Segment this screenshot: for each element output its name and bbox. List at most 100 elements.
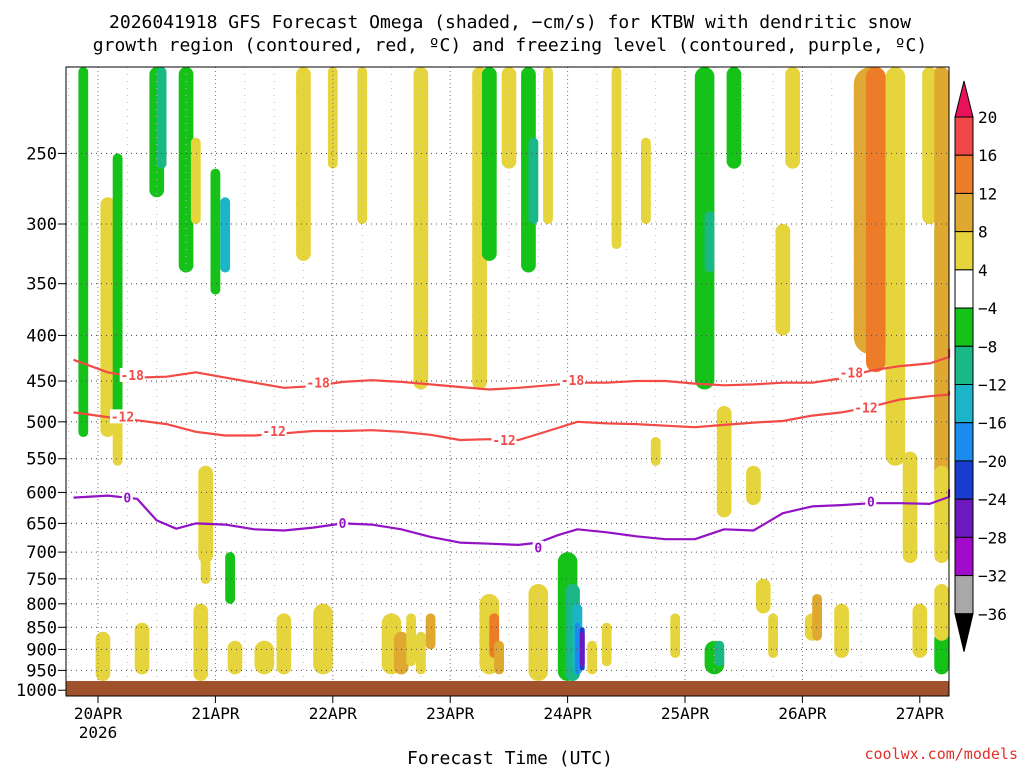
omega-cell-57 (746, 465, 761, 506)
x-year-label: 2026 (79, 723, 118, 742)
contour-label-1-1: -12 (262, 425, 285, 440)
contour-label-bg-1-2 (491, 432, 517, 447)
colorbar-segment-5 (954, 269, 974, 309)
x-axis: 20APR 21APR 22APR 23APR 24APR 25APR 26APR 27APR (74, 696, 944, 723)
omega-cell-5 (112, 153, 123, 422)
colorbar-label-13: −36 (978, 605, 1007, 624)
omega-cell-63 (812, 594, 822, 641)
grid-lines (66, 67, 949, 696)
y-tick-label-10: 750 (26, 570, 57, 590)
contour-label-2-0: 0 (123, 492, 131, 507)
colorbar-bottom-arrow (954, 613, 974, 652)
y-tick-label-2: 350 (26, 275, 57, 295)
y-tick-label-5: 500 (26, 413, 57, 433)
omega-cell-14 (220, 197, 231, 273)
omega-cell-78 (934, 67, 949, 493)
contour-label-0-0: -18 (120, 369, 144, 384)
contour-label-2-2: 0 (534, 542, 542, 557)
omega-cell-7 (156, 67, 167, 169)
omega-cell-49 (650, 437, 661, 466)
omega-cell-36 (528, 137, 539, 224)
y-tick-label-1: 300 (26, 215, 57, 235)
omega-cell-60 (775, 224, 791, 336)
omega-cell-17 (254, 640, 275, 675)
omega-cell-56 (726, 67, 742, 169)
colorbar-label-2: 12 (978, 184, 997, 203)
omega-shading (78, 67, 949, 681)
contour-label-1-3: -12 (854, 402, 877, 417)
contour-label-2-1: 0 (339, 517, 347, 532)
contour-label-bg-0-0 (119, 367, 145, 382)
y-tick-label-11: 800 (26, 595, 57, 615)
chart-title-line2: growth region (contoured, red, ºC) and f… (93, 35, 927, 56)
omega-cell-33 (494, 640, 504, 675)
x-tick-label-1: 21APR (191, 704, 240, 723)
omega-cell-11 (193, 603, 209, 681)
omega-cell-75 (934, 584, 949, 641)
x-tick-label-4: 24APR (544, 704, 593, 723)
omega-cell-15 (225, 552, 235, 604)
omega-cell-19 (296, 67, 311, 261)
colorbar-segment-9 (954, 422, 974, 462)
plot-area: -18 -18 -18 -18 -12 -12 -12 -12 0 0 0 0 (65, 66, 951, 697)
colorbar-label-9: −20 (978, 452, 1007, 471)
contour-line-1 (73, 391, 951, 442)
colorbar-segment-12 (954, 536, 974, 577)
ground-surface (66, 681, 949, 696)
colorbar-label-12: −32 (978, 567, 1007, 586)
contour-label-bg-0-3 (838, 365, 864, 380)
colorbar-label-1: 16 (978, 146, 997, 165)
contour-label-bg-0-2 (559, 373, 585, 388)
y-tick-label-9: 700 (26, 543, 57, 563)
colorbar-segment-2 (954, 154, 974, 194)
temperature-contours: -18 -18 -18 -18 -12 -12 -12 -12 0 0 0 0 (73, 348, 951, 557)
omega-cell-50 (670, 613, 681, 658)
omega-cell-42 (574, 622, 580, 675)
x-tick-label-7: 27APR (896, 704, 945, 723)
omega-cell-48 (641, 137, 651, 224)
colorbar-label-8: −16 (978, 414, 1007, 433)
y-tick-label-4: 450 (26, 372, 57, 392)
contour-label-bg-1-1 (261, 424, 287, 439)
contour-label-0-2: -18 (561, 374, 585, 389)
contour-label-bg-2-3 (865, 494, 877, 509)
colorbar-label-10: −24 (978, 490, 1007, 509)
colorbar-segment-1 (954, 116, 974, 156)
contour-label-bg-2-1 (337, 515, 349, 530)
y-tick-label-13: 900 (26, 640, 57, 660)
x-axis-label: Forecast Time (UTC) (407, 748, 613, 768)
colorbar-segment-11 (954, 498, 974, 538)
y-axis: 2503003504004505005506006507007508008509… (16, 144, 66, 701)
colorbar-segment-10 (954, 460, 974, 500)
omega-cell-55 (716, 406, 732, 518)
x-tick-label-6: 26APR (778, 704, 827, 723)
colorbar-label-6: −8 (978, 337, 997, 356)
y-tick-label-15: 1000 (16, 681, 57, 701)
omega-cell-28 (425, 613, 436, 650)
omega-cell-3 (134, 622, 150, 675)
omega-cell-0 (100, 197, 116, 437)
omega-cell-69 (912, 603, 928, 658)
colorbar-segment-8 (954, 384, 974, 424)
omega-cell-46 (601, 622, 612, 667)
omega-cell-61 (785, 67, 800, 169)
omega-cell-27 (416, 631, 426, 675)
colorbar-segment-7 (954, 345, 974, 385)
omega-cell-20 (313, 603, 333, 675)
colorbar-segment-3 (954, 192, 974, 233)
x-tick-label-5: 25APR (661, 704, 710, 723)
y-tick-label-8: 650 (26, 514, 57, 534)
credit-text: coolwx.com/models (864, 745, 1018, 763)
omega-cell-37 (528, 584, 549, 681)
colorbar-label-7: −12 (978, 376, 1007, 395)
colorbar-segment-6 (954, 307, 974, 347)
omega-cell-21 (327, 67, 338, 169)
omega-cell-34 (501, 67, 517, 169)
omega-cell-67 (885, 67, 906, 466)
x-tick-label-0: 20APR (74, 704, 123, 723)
y-tick-label-3: 400 (26, 326, 57, 346)
colorbar-label-0: 20 (978, 108, 997, 127)
omega-cell-68 (902, 451, 918, 563)
omega-cell-2 (95, 631, 111, 681)
omega-cell-4 (78, 67, 89, 437)
